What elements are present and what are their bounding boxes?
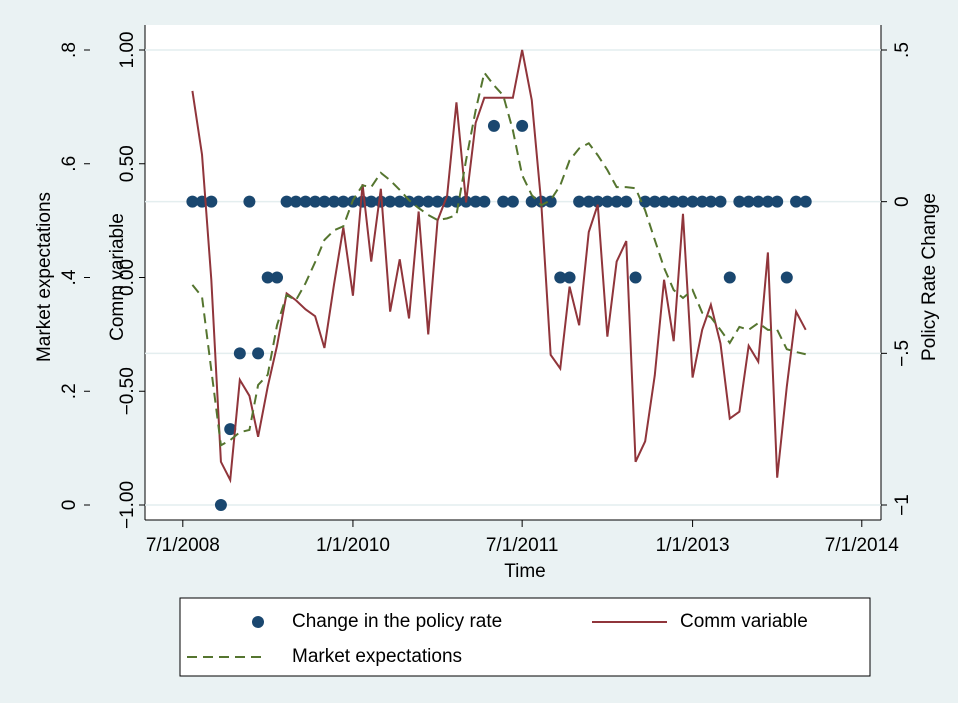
y3-tick-label: −1 xyxy=(892,494,913,516)
policy-dot xyxy=(271,271,284,284)
x-axis-title: Time xyxy=(504,561,546,582)
y2-tick-label: −0.50 xyxy=(117,367,138,415)
policy-dot xyxy=(478,195,491,208)
policy-dot xyxy=(591,195,604,208)
policy-dot xyxy=(186,195,199,208)
policy-dot xyxy=(252,347,265,360)
policy-dot xyxy=(573,195,586,208)
y-tick-label: .4 xyxy=(59,269,80,285)
policy-dot xyxy=(714,195,727,208)
x-tick-label: 1/1/2010 xyxy=(316,535,390,556)
policy-dot xyxy=(205,195,218,208)
policy-dot xyxy=(289,195,302,208)
y2-tick-label: 0.50 xyxy=(117,145,138,182)
legend-label: Market expectations xyxy=(292,646,462,667)
y-axis-title: Market expectations xyxy=(34,192,55,362)
x-tick-label: 7/1/2014 xyxy=(825,535,899,556)
policy-dot xyxy=(554,271,567,284)
y2-tick-label: −1.00 xyxy=(117,481,138,529)
y-tick-label: 0 xyxy=(59,500,80,511)
series-line xyxy=(191,49,807,484)
policy-dot xyxy=(629,271,642,284)
policy-dot xyxy=(582,195,595,208)
policy-dot xyxy=(309,195,322,208)
y3-tick-label: −.5 xyxy=(892,340,913,367)
policy-dot xyxy=(761,195,774,208)
policy-dot xyxy=(742,195,755,208)
policy-dot xyxy=(544,195,557,208)
legend-label: Change in the policy rate xyxy=(292,611,502,632)
policy-dot xyxy=(365,195,378,208)
policy-dot xyxy=(563,271,576,284)
policy-dot xyxy=(384,195,397,208)
y3-tick-label: .5 xyxy=(892,42,913,58)
legend-box xyxy=(179,597,871,677)
policy-dot xyxy=(422,195,435,208)
legend-symbol xyxy=(252,616,264,628)
series-line xyxy=(191,70,806,447)
y2-tick-label: 0.00 xyxy=(117,259,138,296)
y-tick-label: .2 xyxy=(59,383,80,399)
policy-dot xyxy=(648,195,661,208)
policy-dot xyxy=(752,195,765,208)
policy-dot xyxy=(704,195,717,208)
policy-dot xyxy=(224,423,237,436)
policy-dot xyxy=(733,195,746,208)
policy-dot xyxy=(676,195,689,208)
policy-dot xyxy=(412,195,425,208)
policy-dot xyxy=(393,195,406,208)
y3-axis-title: Policy Rate Change xyxy=(919,193,940,361)
policy-dot xyxy=(506,195,519,208)
policy-dot xyxy=(243,195,256,208)
y3-tick-label: 0 xyxy=(892,196,913,207)
legend-label: Comm variable xyxy=(680,611,808,632)
policy-dot xyxy=(620,195,633,208)
policy-dot xyxy=(610,195,623,208)
policy-dot xyxy=(403,195,416,208)
x-tick-label: 1/1/2013 xyxy=(656,535,730,556)
policy-dot xyxy=(337,195,350,208)
x-tick-label: 7/1/2011 xyxy=(486,535,559,556)
policy-dot xyxy=(799,195,812,208)
policy-dot xyxy=(233,347,246,360)
policy-dot xyxy=(771,195,784,208)
x-tick-label: 7/1/2008 xyxy=(146,535,220,556)
policy-dot xyxy=(214,499,227,511)
plot-area xyxy=(145,25,881,520)
policy-dot xyxy=(639,195,652,208)
policy-dot xyxy=(431,195,444,208)
policy-dot xyxy=(601,195,614,208)
policy-dot xyxy=(780,271,793,284)
policy-dot xyxy=(487,119,500,132)
policy-dot xyxy=(328,195,341,208)
policy-dot xyxy=(790,195,803,208)
policy-dot xyxy=(658,195,671,208)
policy-dot xyxy=(318,195,331,208)
y2-tick-label: 1.00 xyxy=(117,32,138,69)
policy-dot xyxy=(261,271,274,284)
policy-dot xyxy=(516,119,529,132)
y-tick-label: .8 xyxy=(59,42,80,58)
policy-dot xyxy=(497,195,510,208)
policy-dot xyxy=(686,195,699,208)
policy-dot xyxy=(667,195,680,208)
policy-dot xyxy=(450,195,463,208)
policy-dot xyxy=(469,195,482,208)
y2-axis-title: Comm variable xyxy=(107,213,128,341)
policy-dot xyxy=(280,195,293,208)
policy-dot xyxy=(723,271,736,284)
policy-dot xyxy=(696,195,709,208)
y-tick-label: .6 xyxy=(59,156,80,172)
policy-dot xyxy=(299,195,312,208)
